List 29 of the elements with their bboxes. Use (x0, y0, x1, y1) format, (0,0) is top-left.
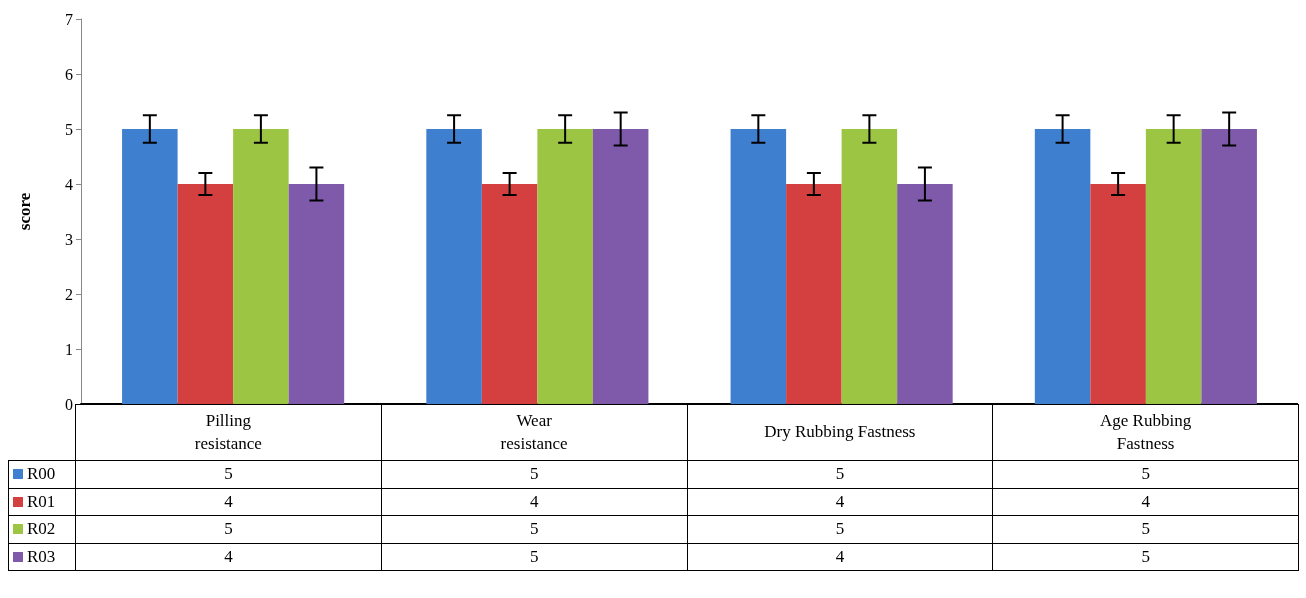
data-label: 5 (686, 515, 994, 544)
data-label: 4 (686, 487, 994, 516)
legend-label: R01 (8, 487, 76, 516)
y-tick-label: 6 (65, 65, 73, 83)
y-tick-label: 5 (65, 120, 73, 138)
data-label: 5 (992, 460, 1299, 489)
data-label: 4 (686, 542, 994, 571)
y-tick-label: 2 (65, 285, 73, 303)
data-label: 4 (992, 487, 1299, 516)
y-tick-label: 7 (65, 10, 73, 28)
data-label: 4 (380, 487, 688, 516)
data-label: 5 (992, 542, 1299, 571)
data-label: 5 (992, 515, 1299, 544)
y-tick-label: 0 (65, 395, 73, 413)
x-tick-label: Age Rubbing Fastness (992, 404, 1299, 461)
y-axis-title: score (15, 192, 34, 231)
legend-label: R02 (8, 515, 76, 544)
x-tick-label: Dry Rubbing Fastness (686, 404, 994, 461)
y-tick-label: 3 (65, 230, 73, 248)
y-tick-label: 4 (65, 175, 73, 193)
x-tick-label: Pilling resistance (75, 404, 382, 461)
y-tick-label: 1 (65, 340, 73, 358)
data-label: 5 (686, 460, 994, 489)
data-label: 5 (380, 542, 688, 571)
legend-label: R03 (8, 542, 76, 571)
x-tick-label: Wear resistance (380, 404, 688, 461)
data-label: 5 (380, 460, 688, 489)
legend-label: R00 (8, 460, 76, 489)
data-label: 5 (380, 515, 688, 544)
